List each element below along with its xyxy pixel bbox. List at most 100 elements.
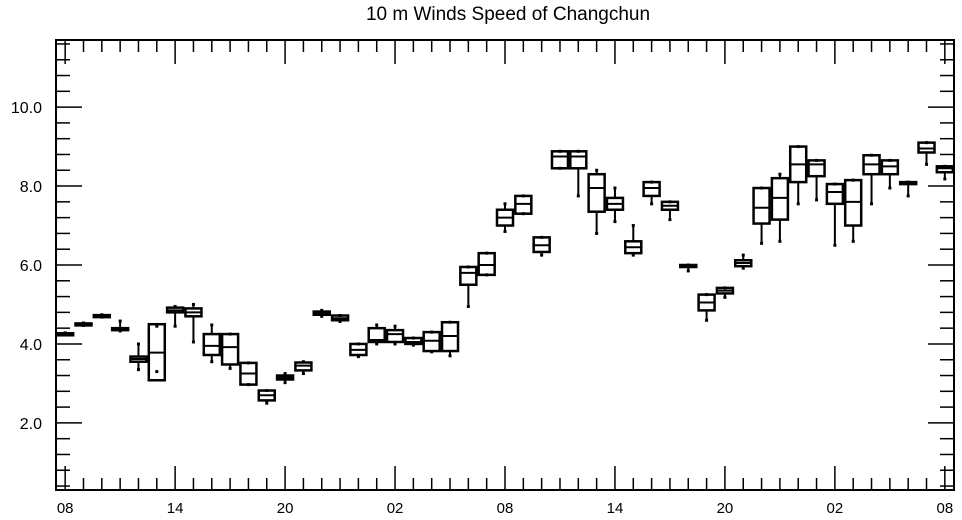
x-tick-label: 14	[167, 500, 184, 517]
box-max-cap	[356, 342, 360, 346]
box-mark	[459, 265, 478, 308]
box-min-cap	[631, 253, 635, 257]
box-mark	[257, 389, 277, 405]
box-min-cap	[741, 266, 745, 270]
box-mark	[770, 172, 790, 243]
box-min-cap	[521, 212, 525, 216]
box-min-cap	[723, 295, 727, 299]
box-min-cap	[925, 162, 929, 166]
box-min-cap	[851, 239, 855, 243]
box-max-cap	[448, 320, 452, 324]
box-max-cap	[191, 302, 195, 306]
box-mark	[129, 342, 148, 372]
box-body	[459, 265, 478, 286]
box-min-cap	[870, 202, 874, 206]
box-body	[752, 186, 771, 225]
box-min-cap	[430, 350, 434, 354]
box-body	[202, 332, 222, 357]
x-tick-label: 08	[936, 500, 953, 517]
box-min-cap	[796, 202, 800, 206]
y-tick-label: 10.0	[11, 100, 42, 117]
box-mark	[660, 200, 680, 222]
box-body	[367, 326, 386, 344]
box-min-cap	[228, 366, 232, 370]
box-mark	[788, 145, 808, 206]
box-min-cap	[411, 343, 415, 347]
box-min-cap	[356, 355, 360, 359]
box-min-cap	[393, 342, 397, 346]
box-max-cap	[668, 200, 672, 204]
box-mark	[422, 330, 441, 354]
box-mark	[733, 253, 753, 270]
box-max-cap	[521, 194, 525, 198]
box-body	[385, 328, 405, 344]
box-max-cap	[503, 202, 507, 206]
box-mark	[220, 332, 240, 370]
box-mark	[440, 320, 460, 358]
box-max-cap	[338, 314, 342, 318]
box-max-cap	[466, 265, 470, 269]
box-mark	[147, 322, 167, 382]
box-mark	[715, 286, 735, 299]
box-min-cap	[650, 202, 654, 206]
box-max-cap	[650, 180, 654, 184]
y-tick-label: 4.0	[20, 337, 42, 354]
box-min-cap	[613, 220, 617, 224]
box-min-cap	[576, 194, 580, 198]
box-min-cap	[888, 186, 892, 190]
box-body	[550, 150, 570, 170]
box-min-cap	[558, 166, 562, 170]
x-tick-label: 02	[387, 500, 404, 517]
box-max-cap	[888, 158, 892, 162]
box-min-cap	[191, 340, 195, 344]
box-min-cap	[81, 323, 85, 327]
box-body	[220, 332, 240, 366]
box-max-cap	[210, 323, 214, 327]
box-mark	[495, 202, 515, 233]
box-max-cap	[741, 253, 745, 257]
y-axis-ticks: 2.0 4.0 6.0 8.0 10.0	[11, 43, 954, 487]
box-body	[807, 159, 826, 178]
box-mark	[275, 372, 295, 385]
box-min-cap	[466, 304, 470, 308]
box-max-cap	[723, 286, 727, 290]
box-mark	[807, 158, 826, 202]
box-mark	[569, 149, 588, 198]
box-max-cap	[81, 321, 85, 325]
box-max-cap	[485, 251, 489, 255]
box-max-cap	[631, 224, 635, 228]
box-max-cap	[283, 372, 287, 376]
box-max-cap	[851, 178, 855, 182]
box-min-cap	[485, 273, 489, 277]
box-max-cap	[595, 168, 599, 172]
box-max-cap	[576, 149, 580, 153]
box-min-cap	[136, 368, 140, 372]
box-max-cap	[870, 153, 874, 157]
box-mark	[880, 158, 900, 190]
box-max-cap	[906, 180, 910, 184]
box-max-cap	[246, 361, 250, 365]
x-tick-label: 02	[827, 500, 844, 517]
box-mark	[935, 164, 955, 181]
box-mark	[898, 180, 918, 198]
box-min-cap	[173, 324, 177, 328]
box-min-cap	[301, 372, 305, 376]
box-max-cap	[393, 324, 397, 328]
x-tick-label: 14	[607, 500, 624, 517]
box-min-cap	[503, 229, 507, 233]
box-mark	[55, 331, 75, 337]
box-max-cap	[118, 319, 122, 323]
box-min-cap	[246, 383, 250, 387]
box-max-cap	[301, 360, 305, 364]
box-mark	[917, 141, 936, 166]
box-min-cap	[375, 342, 379, 346]
box-mark	[532, 235, 551, 257]
box-body	[569, 150, 588, 170]
box-min-cap	[760, 241, 764, 245]
box-mark	[679, 263, 698, 273]
box-min-cap	[118, 329, 122, 333]
box-max-cap	[430, 330, 434, 334]
box-mark	[587, 168, 606, 235]
x-tick-label: 08	[497, 500, 514, 517]
